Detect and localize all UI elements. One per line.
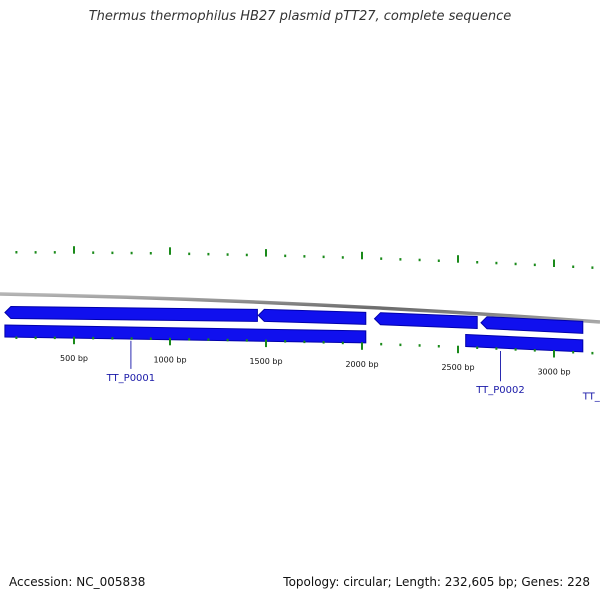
- gene-arrow[interactable]: [4, 305, 258, 322]
- topology-summary: Topology: circular; Length: 232,605 bp; …: [283, 575, 590, 589]
- gene-label[interactable]: TT_P0003: [582, 392, 600, 403]
- accession-text: Accession: NC_005838: [9, 575, 146, 589]
- ruler-label: 500 bp: [60, 354, 88, 363]
- gene-arrow[interactable]: [373, 312, 478, 330]
- gene-labels: TT_P0001 TT_P0002 TT_P0003: [106, 340, 600, 403]
- ruler-label: 1500 bp: [249, 357, 282, 366]
- ruler-labels: 500 bp 1000 bp 1500 bp 2000 bp 2500 bp 3000 b…: [60, 354, 571, 376]
- gene-arrow[interactable]: [257, 308, 367, 325]
- backbone-arc: [0, 292, 600, 324]
- gene-arrow[interactable]: [465, 333, 584, 353]
- ruler-label: 1000 bp: [153, 355, 186, 364]
- ruler-label: 2000 bp: [345, 360, 378, 369]
- outer-tick-row: [15, 246, 594, 269]
- map-title: Thermus thermophilus HB27 plasmid pTT27,…: [88, 9, 512, 24]
- gene-label[interactable]: TT_P0002: [475, 385, 525, 396]
- gene-arrow[interactable]: [480, 316, 584, 334]
- gene-label[interactable]: TT_P0001: [106, 373, 156, 384]
- ruler-label: 2500 bp: [441, 363, 474, 372]
- inner-tick-row: [15, 336, 594, 358]
- ruler-label: 3000 bp: [537, 368, 570, 377]
- gene-track: [4, 305, 584, 353]
- gene-arrow[interactable]: [4, 324, 367, 344]
